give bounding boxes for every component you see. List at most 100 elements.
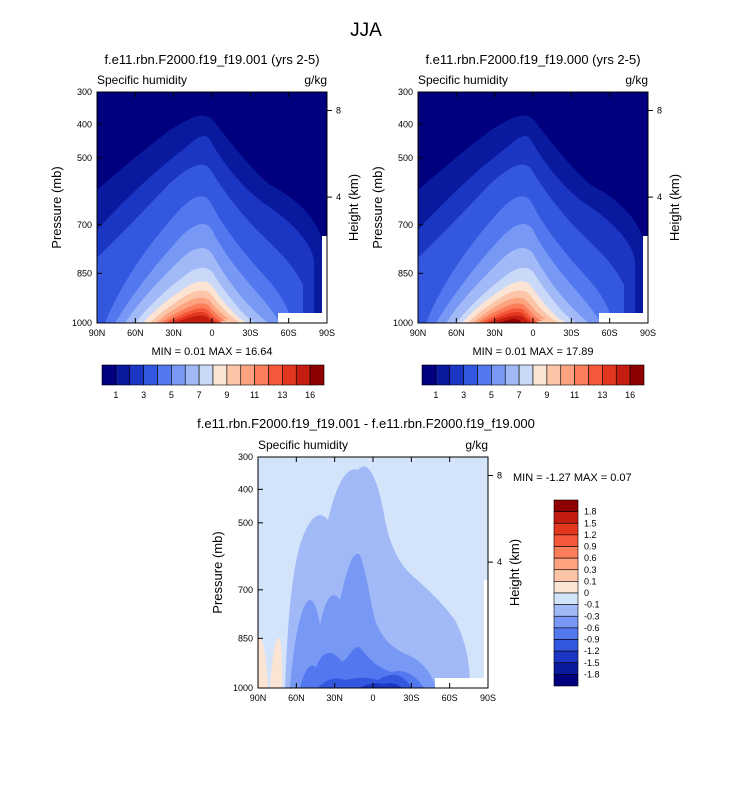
- y-tick-label: 300: [398, 87, 413, 97]
- x-tick-label: 0: [530, 328, 535, 338]
- x-tick-label: 90S: [319, 328, 335, 338]
- y-tick-label: 850: [77, 268, 92, 278]
- colorbar-label: 0.9: [584, 542, 597, 552]
- y-tick-label: 700: [398, 220, 413, 230]
- colorbar-label: -0.9: [584, 635, 600, 645]
- colorbar-label: 13: [597, 390, 607, 400]
- colorbar-box: [553, 546, 579, 559]
- y-tick-label: 1000: [393, 318, 413, 328]
- y-tick-label: 400: [398, 119, 413, 129]
- x-tick-label: 30N: [486, 328, 503, 338]
- panel-2-contours: [418, 92, 648, 323]
- x-tick-label: 0: [370, 693, 375, 703]
- y-right-tick-label: 4: [336, 192, 341, 202]
- panel-3-left-string: Specific humidity: [258, 438, 348, 452]
- y-axis-label: Pressure (mb): [49, 166, 64, 248]
- x-tick-label: 90N: [89, 328, 106, 338]
- x-tick-label: 60S: [442, 693, 458, 703]
- colorbar-box: [532, 364, 548, 386]
- y-right-tick-label: 8: [336, 105, 341, 115]
- y-tick-label: 850: [398, 268, 413, 278]
- x-tick-label: 90S: [640, 328, 656, 338]
- colorbar-box: [143, 364, 158, 386]
- missing-area-right: [484, 580, 488, 688]
- colorbar-box: [588, 364, 603, 386]
- colorbar-box: [518, 364, 534, 386]
- y-tick-label: 700: [238, 585, 253, 595]
- colorbar-box: [435, 364, 451, 386]
- panel-1-contours: [97, 92, 327, 323]
- colorbar-box: [129, 364, 144, 386]
- panel-2-colorbar: 1 3 5 7 9 11 13 16: [421, 364, 645, 400]
- colorbar-label: 13: [277, 390, 287, 400]
- missing-area-bottom: [599, 313, 648, 323]
- colorbar-box: [553, 615, 579, 629]
- missing-area-bottom: [435, 678, 488, 688]
- y-tick-label: 500: [77, 153, 92, 163]
- y-right-axis-label: Height (km): [507, 539, 522, 606]
- panel-1: f.e11.rbn.F2000.f19_f19.001 (yrs 2-5) Sp…: [49, 52, 361, 338]
- colorbar-label: -0.6: [584, 623, 600, 633]
- colorbar-label: 9: [544, 390, 549, 400]
- colorbar-label: 1.2: [584, 530, 597, 540]
- colorbar-box: [615, 364, 631, 386]
- colorbar-label: 1: [433, 390, 438, 400]
- panel-3-contours: [258, 457, 488, 688]
- y-tick-label: 400: [238, 484, 253, 494]
- colorbar-label: -1.5: [584, 658, 600, 668]
- x-tick-label: 0: [209, 328, 214, 338]
- panel-3-colorbar: 1.81.51.20.90.60.30.10-0.1-0.3-0.6-0.9-1…: [553, 499, 600, 687]
- x-tick-label: 90S: [480, 693, 496, 703]
- y-tick-label: 850: [238, 633, 253, 643]
- colorbar-box: [295, 364, 311, 386]
- x-tick-label: 30S: [242, 328, 258, 338]
- panel-2-title: f.e11.rbn.F2000.f19_f19.000 (yrs 2-5): [425, 52, 640, 67]
- colorbar-box: [602, 364, 617, 386]
- colorbar-label: 9: [224, 390, 229, 400]
- colorbar-box: [504, 364, 520, 386]
- colorbar-box: [101, 364, 117, 386]
- colorbar-label: 16: [305, 390, 315, 400]
- colorbar-label: 0: [584, 588, 589, 598]
- y-right-tick-label: 4: [497, 557, 502, 567]
- missing-area-right: [322, 236, 327, 323]
- y-right-tick-label: 8: [497, 470, 502, 480]
- colorbar-label: 1.8: [584, 507, 597, 517]
- y-right-axis-label: Height (km): [346, 174, 361, 241]
- colorbar-label: -0.3: [584, 611, 600, 621]
- y-right-axis-label: Height (km): [667, 174, 682, 241]
- colorbar-box: [553, 499, 579, 512]
- colorbar-box: [282, 364, 297, 386]
- colorbar-box: [553, 604, 579, 617]
- colorbar-box: [553, 569, 579, 582]
- x-tick-label: 30S: [403, 693, 419, 703]
- y-axis-label: Pressure (mb): [370, 166, 385, 248]
- colorbar-label: 11: [570, 390, 579, 400]
- colorbar-label: 0.1: [584, 576, 597, 586]
- colorbar-label: 11: [250, 390, 259, 400]
- panel-3-axes: 90N 60N 30N 0 30S 60S 90S 300 400 500 700 850 1000 8 4…: [210, 452, 522, 703]
- colorbar-label: 7: [197, 390, 202, 400]
- contour-level-15: [174, 315, 215, 323]
- colorbar-label: -0.1: [584, 600, 600, 610]
- x-tick-label: 60S: [602, 328, 618, 338]
- colorbar-box: [309, 364, 325, 386]
- colorbar-box: [184, 364, 200, 386]
- x-tick-label: 90N: [410, 328, 427, 338]
- x-tick-label: 30N: [326, 693, 343, 703]
- x-tick-label: 60N: [288, 693, 305, 703]
- panel-1-colorbar: 1 3 5 7 9 11 13 16: [101, 364, 325, 400]
- figure-title: JJA: [350, 20, 382, 41]
- contour-level-15: [490, 315, 531, 323]
- contour-level-16: [498, 319, 522, 323]
- y-tick-label: 500: [398, 153, 413, 163]
- panel-2-axes: 90N 60N 30N 0 30S 60S 90S 300 400 500 700 850 1000 8 4…: [370, 87, 682, 338]
- y-tick-label: 500: [238, 518, 253, 528]
- colorbar-box: [491, 364, 506, 386]
- missing-area-bottom: [278, 313, 327, 323]
- y-tick-label: 300: [238, 452, 253, 462]
- colorbar-label: 0.3: [584, 565, 597, 575]
- panel-3: f.e11.rbn.F2000.f19_f19.001 - f.e11.rbn.…: [197, 416, 535, 703]
- x-tick-label: 60N: [127, 328, 144, 338]
